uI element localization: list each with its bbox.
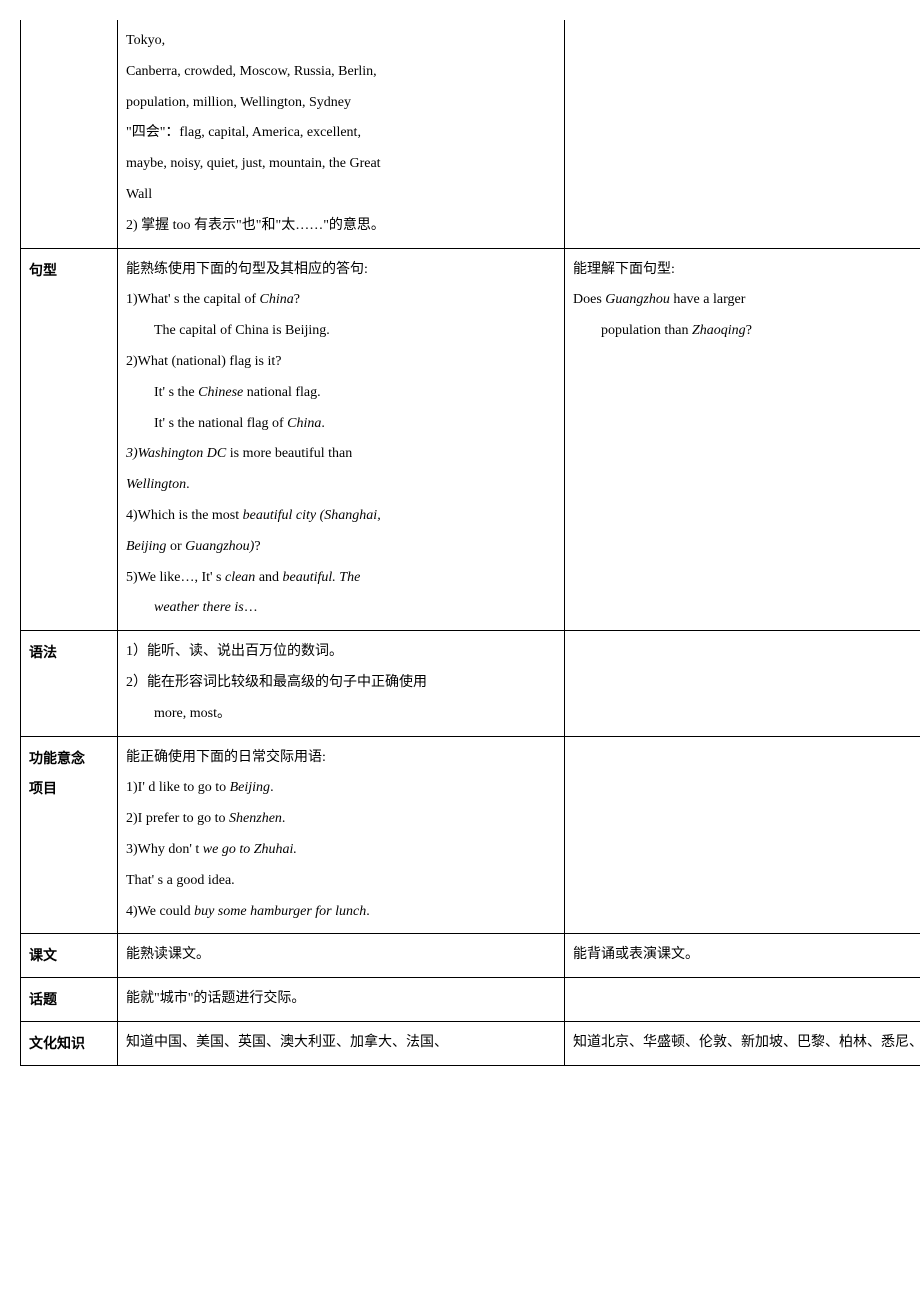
row-content-secondary (565, 20, 920, 248)
content-table: Tokyo,Canberra, crowded, Moscow, Russia,… (20, 20, 920, 1066)
row-content-secondary: 能背诵或表演课文。 (565, 934, 920, 978)
text-line: It' s the Chinese national flag. (126, 378, 556, 409)
text-line: "四会"：flag, capital, America, excellent, (126, 118, 556, 149)
text-line: population, million, Wellington, Sydney (126, 88, 556, 119)
text-line: 1)I' d like to go to Beijing. (126, 773, 556, 804)
text-line: 4)Which is the most beautiful city (Shan… (126, 501, 556, 532)
text-line: 知道北京、华盛顿、伦敦、新加坡、巴黎、柏林、悉尼、 (573, 1028, 920, 1059)
table-row: 话题能就"城市"的话题进行交际。 (21, 978, 920, 1022)
text-line: Beijing or Guangzhou)? (126, 532, 556, 563)
text-line: 1)What' s the capital of China? (126, 285, 556, 316)
text-line: 能正确使用下面的日常交际用语: (126, 743, 556, 774)
table-row: 功能意念项目能正确使用下面的日常交际用语:1)I' d like to go t… (21, 736, 920, 934)
row-content-main: 能正确使用下面的日常交际用语:1)I' d like to go to Beij… (118, 736, 565, 934)
text-line: 能熟练使用下面的句型及其相应的答句: (126, 255, 556, 286)
table-row: Tokyo,Canberra, crowded, Moscow, Russia,… (21, 20, 920, 248)
text-line: 能就"城市"的话题进行交际。 (126, 984, 556, 1015)
table-row: 文化知识知道中国、美国、英国、澳大利亚、加拿大、法国、知道北京、华盛顿、伦敦、新… (21, 1021, 920, 1065)
text-line: That' s a good idea. (126, 866, 556, 897)
text-line: Does Guangzhou have a larger (573, 285, 920, 316)
text-line: Canberra, crowded, Moscow, Russia, Berli… (126, 57, 556, 88)
row-label (21, 20, 118, 248)
text-line: 知道中国、美国、英国、澳大利亚、加拿大、法国、 (126, 1028, 556, 1059)
row-content-main: 能熟练使用下面的句型及其相应的答句:1)What' s the capital … (118, 248, 565, 631)
row-content-main: Tokyo,Canberra, crowded, Moscow, Russia,… (118, 20, 565, 248)
text-line: population than Zhaoqing? (573, 316, 920, 347)
text-line: weather there is… (126, 593, 556, 624)
text-line: maybe, noisy, quiet, just, mountain, the… (126, 149, 556, 180)
table-row: 语法1）能听、读、说出百万位的数词。2）能在形容词比较级和最高级的句子中正确使用… (21, 631, 920, 736)
row-content-secondary (565, 978, 920, 1022)
text-line: 2）能在形容词比较级和最高级的句子中正确使用 (126, 668, 556, 699)
row-label: 句型 (21, 248, 118, 631)
text-line: 3)Washington DC is more beautiful than (126, 439, 556, 470)
text-line: 1）能听、读、说出百万位的数词。 (126, 637, 556, 668)
text-line: It' s the national flag of China. (126, 409, 556, 440)
text-line: 能理解下面句型: (573, 255, 920, 286)
row-label: 课文 (21, 934, 118, 978)
text-line: 能熟读课文。 (126, 940, 556, 971)
row-content-main: 1）能听、读、说出百万位的数词。2）能在形容词比较级和最高级的句子中正确使用mo… (118, 631, 565, 736)
text-line: Tokyo, (126, 26, 556, 57)
text-line: more, most。 (126, 699, 556, 730)
text-line: 3)Why don' t we go to Zhuhai. (126, 835, 556, 866)
table-row: 句型能熟练使用下面的句型及其相应的答句:1)What' s the capita… (21, 248, 920, 631)
row-content-secondary (565, 631, 920, 736)
row-label: 功能意念项目 (21, 736, 118, 934)
text-line: 4)We could buy some hamburger for lunch. (126, 897, 556, 928)
row-content-main: 能就"城市"的话题进行交际。 (118, 978, 565, 1022)
text-line: 2)I prefer to go to Shenzhen. (126, 804, 556, 835)
row-content-main: 能熟读课文。 (118, 934, 565, 978)
table-row: 课文能熟读课文。能背诵或表演课文。 (21, 934, 920, 978)
text-line: 2)What (national) flag is it? (126, 347, 556, 378)
row-content-main: 知道中国、美国、英国、澳大利亚、加拿大、法国、 (118, 1021, 565, 1065)
row-content-secondary (565, 736, 920, 934)
row-label: 语法 (21, 631, 118, 736)
row-label: 话题 (21, 978, 118, 1022)
row-content-secondary: 知道北京、华盛顿、伦敦、新加坡、巴黎、柏林、悉尼、 (565, 1021, 920, 1065)
text-line: Wellington. (126, 470, 556, 501)
text-line: 能背诵或表演课文。 (573, 940, 920, 971)
text-line: The capital of China is Beijing. (126, 316, 556, 347)
text-line: 2) 掌握 too 有表示"也"和"太……"的意思。 (126, 211, 556, 242)
row-content-secondary: 能理解下面句型:Does Guangzhou have a larger pop… (565, 248, 920, 631)
text-line: 5)We like…, It' s clean and beautiful. T… (126, 563, 556, 594)
row-label: 文化知识 (21, 1021, 118, 1065)
text-line: Wall (126, 180, 556, 211)
